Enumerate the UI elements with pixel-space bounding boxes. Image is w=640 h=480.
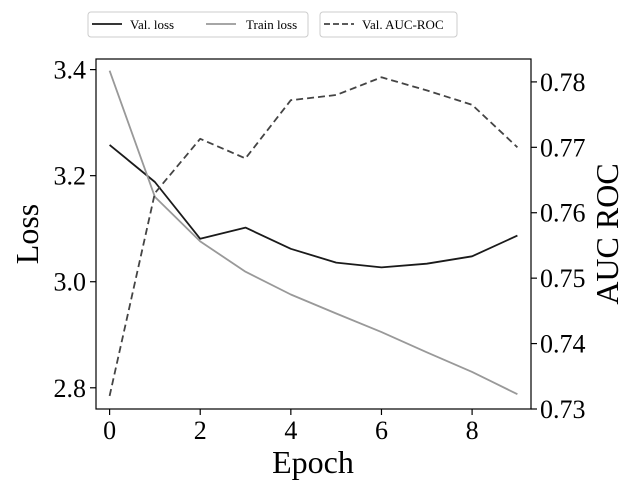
legend-label: Val. loss (130, 17, 174, 32)
legend-box (87, 11, 309, 38)
right-y-axis-title: AUC ROC (589, 163, 625, 304)
ticks-layer: 0 2 4 6 8 2.8 3.0 3.2 3.4 0.73 0.74 0.75 0.76 0.77 0.7… (54, 56, 586, 445)
x-tick-label: 6 (375, 416, 388, 445)
plot-frame (95, 58, 532, 410)
legend-box (319, 11, 458, 38)
left-y-tick-label: 3.2 (54, 162, 87, 191)
left-y-tick-label: 2.8 (54, 374, 87, 403)
right-y-tick-label: 0.74 (540, 330, 586, 359)
x-axis-title: Epoch (272, 444, 354, 480)
right-y-tick-label: 0.77 (540, 133, 586, 162)
right-y-tick-label: 0.73 (540, 395, 586, 424)
legend-label: Train loss (246, 17, 297, 32)
series-layer (108, 70, 519, 397)
series-line-val-loss (109, 144, 518, 269)
x-tick-label: 2 (194, 416, 207, 445)
x-tick-label: 0 (103, 416, 116, 445)
legend-label: Val. AUC-ROC (362, 17, 444, 32)
x-tick-label: 8 (466, 416, 479, 445)
series-line-train-loss (108, 70, 518, 396)
x-tick-label: 4 (284, 416, 297, 445)
right-y-tick-label: 0.78 (540, 68, 586, 97)
right-y-tick-label: 0.75 (540, 264, 586, 293)
legend: Val. loss Train loss Val. AUC-ROC (87, 11, 458, 38)
left-y-tick-label: 3.0 (54, 268, 87, 297)
right-y-tick-label: 0.76 (540, 199, 586, 228)
left-y-axis-title: Loss (9, 204, 45, 264)
left-y-tick-label: 3.4 (54, 56, 87, 85)
series-line-val-auc-roc (108, 76, 519, 397)
